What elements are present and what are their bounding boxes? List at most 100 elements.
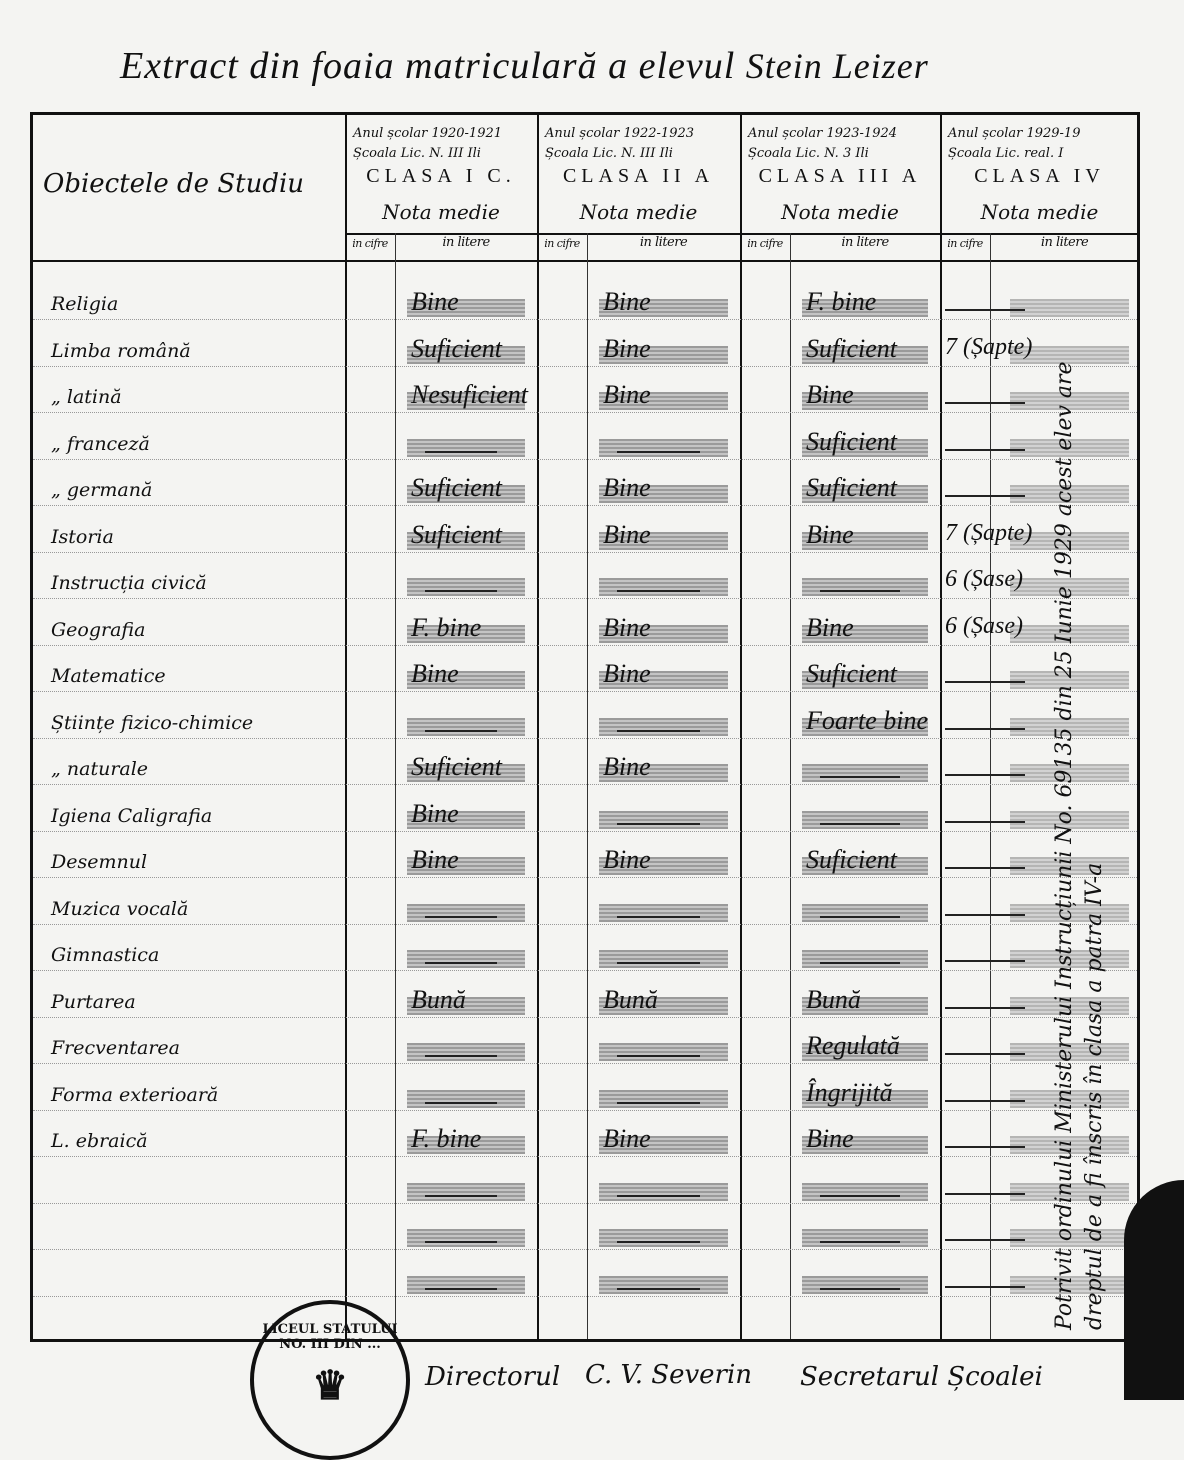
row-line (33, 598, 1137, 599)
grade-band (599, 996, 728, 1015)
school-name: Școala Lic. N. 3 Ili (748, 146, 869, 161)
grade-band (1010, 299, 1129, 317)
row-line (33, 830, 1137, 832)
row-line (33, 365, 1137, 367)
grade-dash (617, 915, 700, 918)
grade-band (802, 764, 928, 782)
grade-text: Bună (806, 984, 861, 1014)
grade-band (1010, 671, 1129, 689)
grade-text: Foarte bine (806, 705, 929, 735)
grade-band (407, 671, 525, 689)
grade-text: Suficient (806, 333, 897, 363)
grade-text: Suficient (806, 473, 897, 502)
nota-medie-label: Nota medie (781, 200, 899, 224)
grade-band (802, 1089, 928, 1108)
school-name: Școala Lic. N. III Ili (353, 146, 481, 161)
secretary-label: Secretarul Școalei (800, 1362, 1043, 1392)
grade-dash (945, 1192, 1025, 1195)
grade-dash (945, 913, 1025, 916)
grade-band (407, 1043, 525, 1061)
grade-text: Bine (603, 287, 651, 316)
grade-band (1010, 764, 1129, 782)
column-divider (940, 115, 942, 1339)
grade-band (407, 345, 525, 364)
grade-dash (945, 774, 1025, 776)
grade-band (599, 1182, 728, 1201)
grade-text: Bine (411, 798, 459, 828)
grade-text: Bine (411, 845, 459, 874)
grade-dash (945, 448, 1025, 451)
subject-name: Frecventarea (51, 1037, 180, 1059)
column-divider (587, 233, 588, 1339)
grade-band (802, 624, 928, 643)
grade-dash (945, 402, 1025, 404)
subject-name: Geografia (51, 618, 146, 641)
grade-band (802, 1136, 928, 1154)
grade-dash (425, 729, 497, 732)
row-line (33, 1249, 1137, 1250)
grade-band (407, 1229, 525, 1247)
class-label: CLASA I C. (366, 165, 516, 187)
row-line (33, 1016, 1137, 1018)
row-line (33, 458, 1137, 460)
grade-dash (820, 1241, 900, 1243)
grade-band (802, 857, 928, 875)
grade-text: Bine (603, 612, 651, 642)
grade-band (407, 717, 525, 736)
grade-band (802, 996, 928, 1015)
grade-band (802, 392, 928, 410)
grade-text: Suficient (411, 333, 502, 363)
grade-band (1010, 1229, 1129, 1247)
grade-band (599, 392, 728, 410)
subject-name: Forma exterioară (51, 1083, 219, 1106)
grade-band (1010, 1136, 1129, 1154)
row-line (33, 1295, 1137, 1297)
grade-band (599, 1043, 728, 1061)
subject-name: Istoria (51, 525, 114, 548)
grade-dash (945, 1146, 1025, 1148)
grade-text: Suficient (411, 473, 502, 502)
grade-band (407, 903, 525, 922)
school-stamp: LICEUL STATULUI NO. III DIN ... ♛ (250, 1300, 410, 1460)
grade-dash (945, 495, 1025, 497)
grade-text: Suficient (806, 659, 897, 688)
grade-band (407, 810, 525, 829)
grade-band (1010, 531, 1129, 550)
grade-text: Suficient (806, 426, 897, 456)
grade-text: Bine (603, 519, 651, 549)
grade-band (407, 578, 525, 596)
grade-band (599, 578, 728, 596)
grade-band (407, 950, 525, 968)
subject-name: „ germană (51, 479, 153, 501)
grade-text: F. bine (806, 287, 877, 316)
grade-dash (617, 1101, 700, 1104)
grade-band (599, 717, 728, 736)
grade-text: Bine (603, 333, 651, 363)
grade-dash (820, 915, 900, 918)
grade-text: Îngrijită (806, 1077, 893, 1107)
in-cifre-label: in cifre (947, 237, 983, 250)
grade-band (1010, 857, 1129, 875)
class-label: CLASA IV (974, 165, 1105, 187)
divider (345, 115, 347, 1339)
grade-dash (945, 1006, 1025, 1009)
row-line (33, 970, 1137, 971)
grade-band (599, 810, 728, 829)
grade-band (1010, 1043, 1129, 1061)
school-year: Anul școlar 1922-1923 (545, 126, 695, 141)
grade-text: Bună (411, 984, 466, 1014)
grade-band (599, 438, 728, 457)
grade-dash (425, 1194, 497, 1197)
grade-band (802, 485, 928, 503)
grade-band (1010, 1089, 1129, 1108)
grade-band (1010, 903, 1129, 922)
grade-dash (617, 1287, 700, 1290)
grade-text: Bine (806, 519, 854, 549)
grade-band (802, 717, 928, 736)
grade-text: Bună (603, 984, 658, 1014)
row-line (33, 1202, 1137, 1204)
grade-band (599, 857, 728, 875)
grade-dash (425, 1055, 497, 1057)
side-annotation: Potrivit ordinului Ministerului Instrucț… (1052, 361, 1107, 1330)
grade-dash (617, 729, 700, 732)
